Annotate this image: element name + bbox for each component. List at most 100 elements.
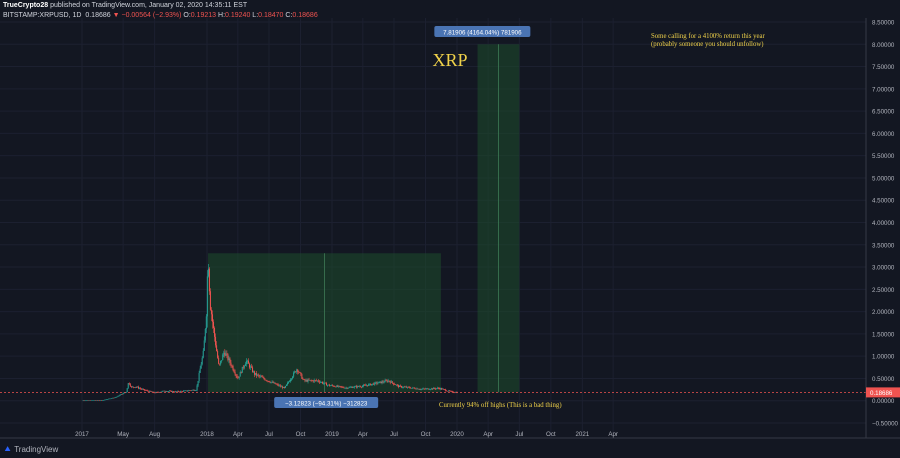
candle-body <box>179 391 181 393</box>
candle-body <box>204 328 206 341</box>
time-axis[interactable]: 2017 May Aug 2018 Apr Jul Oct 2019 Apr Jul Oct 2020… <box>75 431 618 438</box>
candle-body <box>332 385 334 386</box>
candle-body <box>321 382 323 384</box>
candle-body <box>356 386 358 388</box>
candle-body <box>239 372 241 377</box>
candle-body <box>401 386 403 388</box>
candle-body <box>150 390 152 392</box>
candle-body <box>298 371 300 373</box>
y-tick-label: 6.50000 <box>872 109 895 116</box>
candle-body <box>104 399 106 401</box>
candle-body <box>279 385 281 387</box>
candle-body <box>219 363 221 365</box>
candle-body <box>149 390 151 392</box>
candle-body <box>364 385 366 386</box>
candle-body <box>177 391 179 392</box>
x-tick-label: Apr <box>358 431 368 438</box>
target-label-bg <box>434 26 531 37</box>
candle-body <box>418 389 420 390</box>
candle-body <box>205 316 207 329</box>
candle-body <box>109 398 111 400</box>
candle-body <box>194 390 196 392</box>
candle-body <box>387 380 389 382</box>
y-tick-label: 3.50000 <box>872 242 895 249</box>
candle-body <box>237 377 239 379</box>
candle-body <box>375 382 377 384</box>
candle-body <box>313 380 315 382</box>
candle-body <box>311 380 313 382</box>
candle-body <box>91 400 93 401</box>
x-tick-label: Jul <box>265 431 273 438</box>
y-tick-label: 4.50000 <box>872 198 895 205</box>
symbol-line: BITSTAMP:XRPUSD, 1D 0.18686 ▼ −0.00564 (… <box>3 12 318 19</box>
candle-body <box>379 381 381 383</box>
candle-body <box>183 390 185 392</box>
candle-body <box>278 385 280 387</box>
candle-body <box>82 400 84 402</box>
candle-body <box>180 391 182 392</box>
candle-body <box>138 386 140 389</box>
publisher-name[interactable]: TrueCrypto28 <box>3 2 49 9</box>
candle-body <box>436 387 438 389</box>
y-tick-label: 1.50000 <box>872 331 895 338</box>
candle-body <box>148 391 150 392</box>
candle-body <box>327 385 329 386</box>
candle-body <box>370 383 372 386</box>
candle-body <box>190 390 192 392</box>
candle-body <box>390 381 392 383</box>
candle-body <box>282 387 284 388</box>
candle-body <box>406 386 408 388</box>
candle-body <box>145 390 147 391</box>
candle-body <box>451 391 453 392</box>
candle-body <box>272 381 274 383</box>
candle-body <box>188 390 190 392</box>
candle-body <box>331 385 333 386</box>
candle-body <box>333 385 335 387</box>
measure-boxes[interactable] <box>208 44 520 393</box>
candle-body <box>377 383 379 384</box>
candle-body <box>419 389 421 390</box>
candle-body <box>93 400 95 401</box>
price-axis[interactable]: 8.50000 8.00000 7.50000 7.00000 6.50000 6.000… <box>866 20 900 428</box>
candle-body <box>223 352 225 355</box>
candle-body <box>359 386 361 388</box>
candle-body <box>131 386 133 388</box>
candle-body <box>130 386 132 387</box>
y-tick-label: 8.50000 <box>872 20 895 27</box>
candle-body <box>410 387 412 389</box>
candle-body <box>380 381 382 384</box>
candle-body <box>172 391 174 392</box>
candle-body <box>392 382 394 385</box>
candle-body <box>309 380 311 381</box>
candle-body <box>350 387 352 388</box>
candle-body <box>90 400 92 402</box>
tradingview-logo[interactable]: ⯅ TradingView <box>4 444 58 455</box>
candle-body <box>389 381 391 383</box>
candle-body <box>215 336 217 346</box>
candle-body <box>228 358 230 360</box>
candle-body <box>371 384 373 386</box>
candle-body <box>230 362 232 366</box>
candle-body <box>114 397 116 399</box>
high-label: H: <box>218 12 226 19</box>
candle-body <box>139 388 141 389</box>
close-value: 0.18686 <box>292 12 318 19</box>
candle-body <box>199 368 201 373</box>
candle-body <box>397 385 399 387</box>
candle-body <box>284 385 286 388</box>
candle-body <box>231 365 233 367</box>
candle-body <box>184 390 186 392</box>
candle-body <box>214 327 216 337</box>
candle-body <box>151 391 153 393</box>
candle-body <box>269 381 271 383</box>
candle-body <box>445 389 447 391</box>
symbol[interactable]: BITSTAMP:XRPUSD, 1D <box>3 12 82 19</box>
candle-body <box>119 394 121 396</box>
candle-body <box>440 388 442 390</box>
target-label: 7.81906 (4164.04%) 781906 <box>443 30 522 37</box>
candle-body <box>211 314 213 322</box>
candle-body <box>116 396 118 398</box>
candle-body <box>426 388 428 390</box>
last-price-label: 0.18686 <box>870 390 893 397</box>
